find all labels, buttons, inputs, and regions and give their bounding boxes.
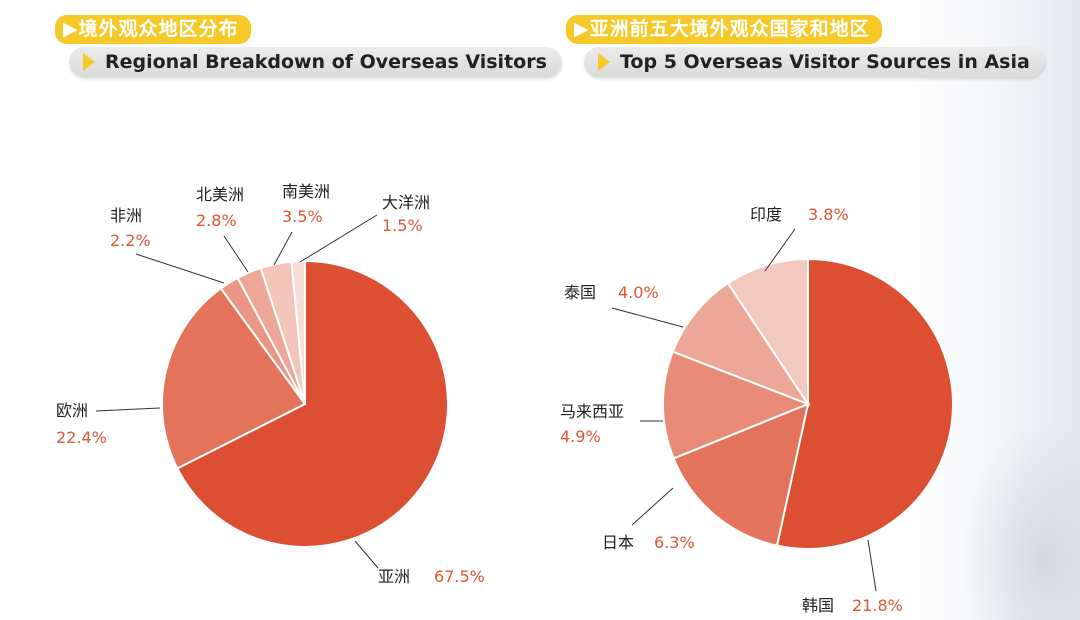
regional-value-4: 3.5% [282, 207, 323, 226]
regional-slice-0 [175, 259, 449, 548]
right-en-title-bar: Top 5 Overseas Visitor Sources in Asia [584, 47, 1044, 77]
regional-label-1: 欧洲 [56, 401, 88, 420]
asia-label-2: 马来西亚 [560, 402, 624, 421]
left-zh-title: ▶境外观众地区分布 [55, 15, 251, 44]
asia-slice-3 [671, 281, 811, 407]
asia-value-3: 4.0% [618, 283, 659, 302]
asia-label-3: 泰国 [564, 283, 596, 302]
regional-label-4: 南美洲 [282, 182, 330, 201]
regional-label-0: 亚洲 [378, 567, 410, 586]
asia-value-2: 4.9% [560, 427, 601, 446]
right-zh-title: ▶亚洲前五大境外观众国家和地区 [566, 15, 882, 44]
regional-value-2: 2.2% [110, 231, 151, 250]
play-triangle-icon [598, 53, 610, 71]
background-photo-corner [960, 420, 1080, 620]
regional-leader-line-1 [95, 407, 161, 412]
asia-slice-4 [726, 257, 809, 408]
regional-value-3: 2.8% [196, 211, 237, 230]
asia-value-0: 21.8% [852, 596, 903, 615]
regional-value-0: 67.5% [434, 567, 485, 586]
asia-label-1: 日本 [602, 533, 634, 552]
left-en-title: Regional Breakdown of Overseas Visitors [105, 51, 547, 73]
asia-slice-2 [662, 350, 811, 460]
asia-label-4: 印度 [750, 205, 782, 224]
regional-label-5: 大洋洲 [382, 193, 430, 212]
regional-value-5: 1.5% [382, 216, 423, 235]
asia-slice-0 [775, 257, 954, 550]
left-en-title-bar: Regional Breakdown of Overseas Visitors [69, 47, 561, 77]
regional-pie: 亚洲 67.5% 欧洲 22.4% 非洲 2.2% 北美洲 2.8% 南美洲 3.5% 大洋洲 1.5… [56, 182, 485, 586]
play-triangle-icon [83, 53, 95, 71]
regional-slice-1 [161, 286, 307, 470]
regional-value-1: 22.4% [56, 428, 107, 447]
asia-leader-line-4 [764, 228, 796, 272]
regional-leader-line-5 [299, 214, 378, 263]
asia-label-0: 韩国 [802, 596, 834, 615]
regional-label-2: 非洲 [110, 206, 142, 225]
asia-leader-line-3 [611, 307, 684, 328]
right-en-title: Top 5 Overseas Visitor Sources in Asia [620, 51, 1030, 73]
asia-value-4: 3.8% [808, 205, 849, 224]
asia-value-1: 6.3% [654, 533, 695, 552]
asia-pie: 韩国 21.8% 日本 6.3% 马来西亚 4.9% 泰国 4.0% 印度 3.8% [560, 205, 954, 615]
regional-leader-line-2 [135, 253, 225, 284]
asia-leader-line-0 [867, 539, 877, 592]
regional-leader-line-3 [223, 235, 249, 273]
asia-leader-line-1 [631, 487, 674, 526]
regional-leader-line-0 [354, 540, 379, 569]
asia-slice-1 [672, 402, 810, 547]
regional-label-3: 北美洲 [196, 185, 244, 204]
regional-leader-line-4 [273, 231, 293, 266]
regional-slice-5 [290, 259, 306, 405]
